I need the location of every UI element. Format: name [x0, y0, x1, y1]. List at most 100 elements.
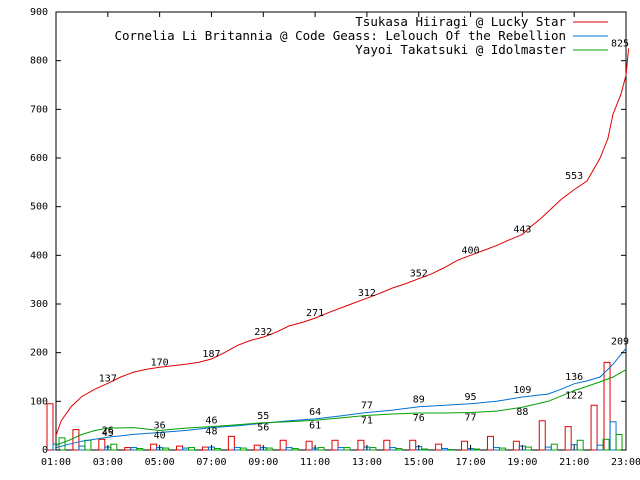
x-tick-label: 07:00 [196, 457, 226, 468]
hourly-bar [524, 446, 532, 451]
data-label: 61 [309, 420, 321, 431]
hourly-bar [512, 440, 520, 451]
hourly-bar [182, 447, 190, 451]
hourly-bar [409, 439, 417, 451]
data-label: 71 [361, 415, 373, 426]
x-tick-label: 11:00 [300, 457, 330, 468]
hourly-bar [46, 403, 54, 451]
hourly-bar [188, 447, 196, 451]
hourly-bar [98, 438, 106, 451]
hourly-bar [441, 448, 449, 451]
data-label: 187 [202, 349, 220, 360]
data-label: 77 [361, 401, 373, 412]
data-label: 95 [465, 392, 477, 403]
data-label: 209 [611, 336, 629, 347]
hourly-bar [213, 448, 221, 451]
hourly-bar [492, 447, 500, 451]
hourly-bar [609, 421, 617, 451]
hourly-bar [602, 438, 610, 451]
y-tick-label: 400 [30, 250, 48, 261]
x-tick-label: 01:00 [41, 457, 71, 468]
data-label: 553 [565, 171, 583, 182]
hourly-bar [486, 435, 494, 451]
x-tick-label: 09:00 [248, 457, 278, 468]
data-label: 64 [309, 407, 321, 418]
hourly-bar [435, 443, 443, 451]
hourly-bars [46, 361, 623, 451]
data-label: 232 [254, 327, 272, 338]
x-tick-label: 17:00 [455, 457, 485, 468]
legend-entry-label: Yayoi Takatsuki @ Idolmaster [355, 42, 566, 57]
hourly-bar [331, 439, 339, 451]
hourly-bar [317, 447, 325, 451]
hourly-bar [150, 443, 158, 451]
hourly-bar [498, 447, 506, 451]
hourly-bar [357, 439, 365, 451]
series-line [55, 369, 627, 446]
data-label: 109 [513, 385, 531, 396]
y-tick-label: 900 [30, 7, 48, 18]
data-label: 76 [413, 413, 425, 424]
hourly-bar [544, 446, 552, 451]
hourly-bar [389, 447, 397, 451]
hourly-bar [72, 429, 80, 451]
data-label: 825 [611, 39, 629, 50]
x-axis: 01:00 03:00 05:00 07:00 09:00 11:00 13:00 15:00… [41, 12, 640, 468]
hourly-bar [564, 426, 572, 451]
data-label: 136 [565, 372, 583, 383]
x-tick-label: 13:00 [352, 457, 382, 468]
hourly-bar [227, 435, 235, 451]
data-label: 77 [465, 413, 477, 424]
hourly-bar [596, 444, 604, 451]
hourly-bar [603, 361, 611, 451]
data-label: 45 [102, 428, 114, 439]
x-tick-label: 05:00 [145, 457, 175, 468]
x-tick-label: 19:00 [507, 457, 537, 468]
y-axis: 0 100 200 300 400 500 600 700 800 900 [30, 7, 626, 456]
hourly-bar [78, 445, 86, 451]
plot-frame [55, 11, 627, 451]
hourly-bar [590, 404, 598, 451]
data-label: 55 [257, 411, 269, 422]
hourly-bar [421, 448, 429, 451]
data-label: 48 [205, 427, 217, 438]
hourly-bar [110, 443, 118, 451]
legend-entry-label: Cornelia Li Britannia @ Code Geass: Lelo… [114, 28, 566, 43]
x-tick-label: 03:00 [93, 457, 123, 468]
y-tick-label: 500 [30, 202, 48, 213]
y-tick-label: 800 [30, 56, 48, 67]
hourly-bar [176, 445, 184, 451]
x-tick-label: 15:00 [404, 457, 434, 468]
hourly-bar [305, 440, 313, 451]
y-tick-label: 200 [30, 348, 48, 359]
hourly-bar [473, 448, 481, 451]
hourly-bar [253, 444, 261, 451]
hourly-bar [239, 447, 247, 451]
hourly-bar [279, 439, 287, 451]
y-tick-label: 700 [30, 104, 48, 115]
hourly-bar [461, 440, 469, 451]
hourly-bar [136, 448, 144, 451]
data-label: 137 [99, 373, 117, 384]
hourly-bar [343, 447, 351, 451]
hourly-bar [162, 447, 170, 451]
data-label: 443 [513, 224, 531, 235]
x-tick-label: 21:00 [559, 457, 589, 468]
hourly-bar [84, 439, 92, 451]
cumulative-lines [55, 48, 630, 449]
hourly-bar [538, 420, 546, 451]
series-line [55, 48, 630, 436]
data-label: 46 [205, 416, 217, 427]
data-label: 271 [306, 308, 324, 319]
hourly-bar [285, 447, 293, 451]
data-label: 312 [358, 288, 376, 299]
legend-entry-label: Tsukasa Hiiragi @ Lucky Star [355, 14, 566, 29]
y-tick-label: 300 [30, 299, 48, 310]
data-label: 170 [151, 357, 169, 368]
hourly-bar [130, 447, 138, 451]
data-label: 26 [102, 425, 114, 436]
data-label: 88 [516, 407, 528, 418]
data-labels: 137 170 187 232 271 312 352 400 443 553 825 26 36 46 5… [99, 39, 629, 442]
y-tick-label: 0 [42, 445, 48, 456]
